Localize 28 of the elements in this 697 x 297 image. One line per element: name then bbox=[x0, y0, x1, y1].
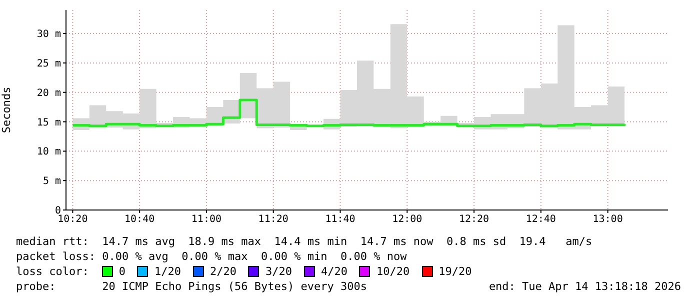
x-tick-label: 10:20 bbox=[58, 214, 88, 226]
text: median rtt: 14.7 ms avg 18.9 ms max 14.4 ms min 14.7 ms now 0.8 ms sd 19.4 am/s bbox=[16, 234, 594, 249]
y-tick-label: 5 m bbox=[42, 176, 61, 188]
y-tick-label: 30 m bbox=[36, 29, 61, 40]
text: 0 bbox=[118, 264, 126, 279]
x-tick-label: 10:40 bbox=[124, 214, 155, 226]
y-tick-label: 15 m bbox=[36, 117, 61, 128]
text: 10/20 bbox=[376, 264, 410, 279]
text: 2/20 bbox=[210, 264, 236, 279]
text: 4/20 bbox=[320, 264, 348, 279]
x-tick-label: 11:00 bbox=[191, 214, 222, 226]
y-tick-label: 25 m bbox=[36, 58, 61, 70]
y-axis-title: Seconds bbox=[0, 86, 13, 134]
y-tick-label: 20 m bbox=[36, 88, 61, 99]
text: loss color: bbox=[16, 264, 89, 279]
text: 1/20 bbox=[154, 264, 181, 279]
x-tick-label: 12:40 bbox=[526, 214, 556, 226]
x-tick-label: 13:00 bbox=[592, 214, 623, 226]
text: 3/20 bbox=[265, 264, 292, 279]
text: 19/20 bbox=[438, 264, 472, 279]
x-tick-label: 12:00 bbox=[392, 214, 422, 226]
x-tick-label: 11:20 bbox=[258, 214, 288, 226]
text: packet loss: 0.00 % avg 0.00 % max 0.00 % min 0.00 % now bbox=[16, 249, 408, 264]
text: end: Tue Apr 14 13:18:18 2026 bbox=[488, 279, 681, 294]
x-tick-label: 12:20 bbox=[458, 214, 490, 226]
text: probe: 20 ICMP Echo Pings (56 Bytes) every 300s bbox=[16, 279, 367, 294]
y-tick-label: 10 m bbox=[36, 146, 61, 158]
x-tick-label: 11:40 bbox=[325, 214, 356, 226]
